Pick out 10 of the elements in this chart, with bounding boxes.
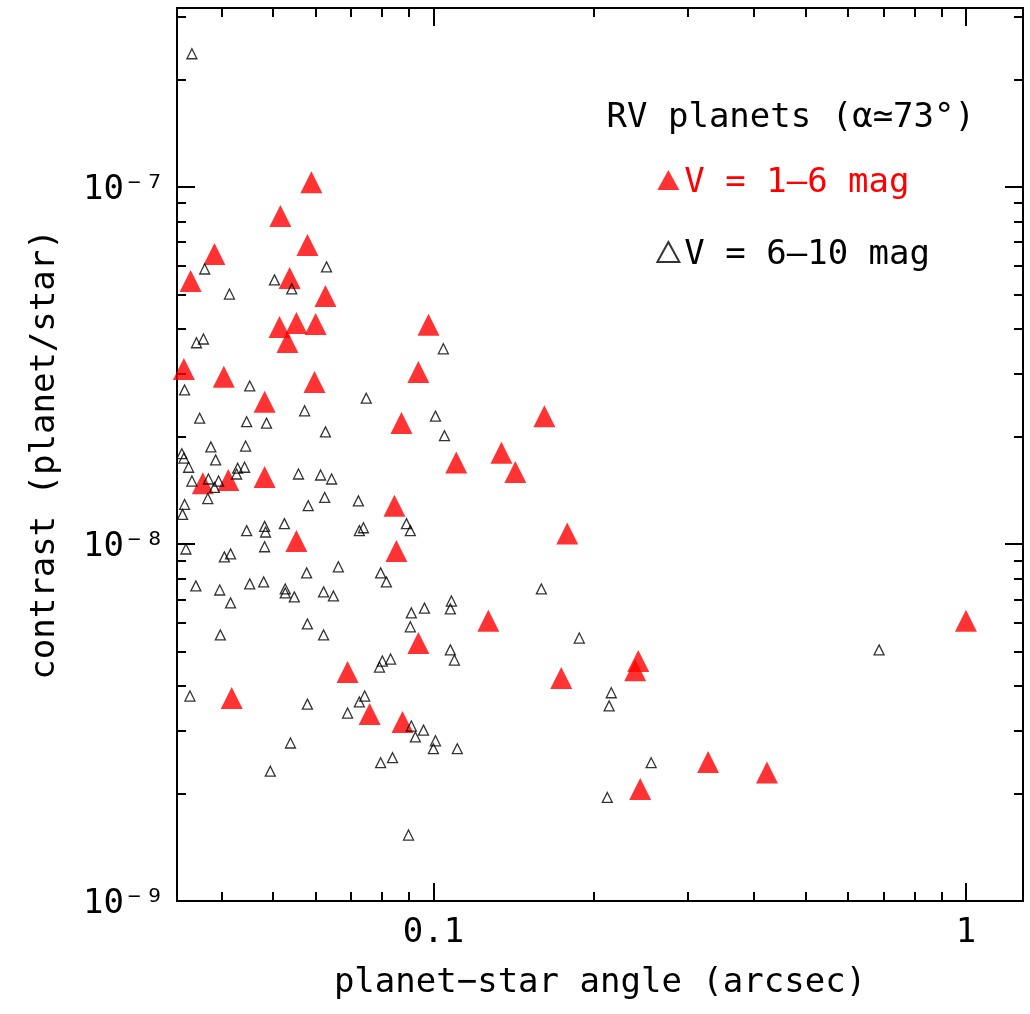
x-tick-label: 1 xyxy=(955,910,977,950)
y-tick-label: 10⁻⁹ xyxy=(83,881,165,921)
legend-title: RV planets (α≃73°) xyxy=(606,95,976,135)
x-tick-label: 0.1 xyxy=(402,910,465,950)
y-tick-label: 10⁻⁸ xyxy=(83,523,165,564)
y-axis-title: contrast (planet/star) xyxy=(22,229,62,680)
x-axis-title: planet−star angle (arcsec) xyxy=(333,960,867,1000)
legend-label: V = 1–6 mag xyxy=(684,160,910,200)
legend-label: V = 6–10 mag xyxy=(684,232,930,272)
y-tick-label: 10⁻⁷ xyxy=(83,166,165,207)
